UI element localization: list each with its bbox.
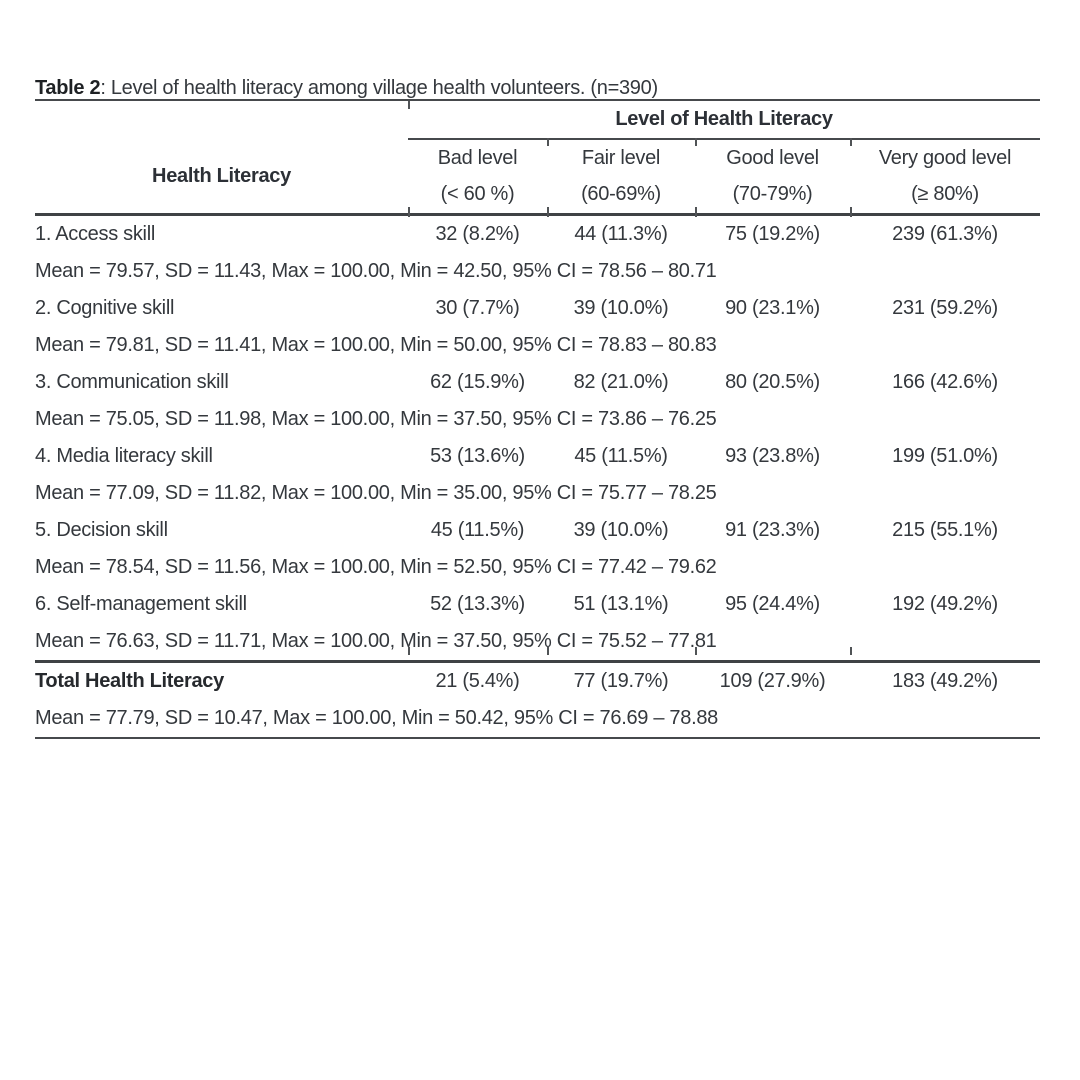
column-name-row: Health Literacy Bad level Fair level Goo… xyxy=(35,139,1040,216)
column-range-fair-level: (60-69%) xyxy=(547,176,695,216)
table-caption-number: Table 2 xyxy=(35,77,101,99)
spanner-row: Level of Health Literacy xyxy=(35,99,1041,140)
table-gridline-tick xyxy=(695,138,697,146)
cell-very-good-level: 231 (59.2%) xyxy=(892,297,998,319)
skill-stats-row: Mean = 77.09, SD = 11.82, Max = 100.00, … xyxy=(35,475,1040,512)
total-row: Total Health Literacy 21 (5.4%) 77 (19.7… xyxy=(35,662,1040,701)
table-gridline-tick xyxy=(547,647,549,655)
skill-row: 1. Access skill 32 (8.2%) 44 (11.3%) 75 … xyxy=(35,215,1040,254)
skill-row: 3. Communication skill 62 (15.9%) 82 (21… xyxy=(35,364,1040,401)
cell-good-level: 93 (23.8%) xyxy=(725,445,820,467)
table-gridline-tick xyxy=(695,647,697,655)
total-stats: Mean = 77.79, SD = 10.47, Max = 100.00, … xyxy=(35,700,1041,739)
skill-stats-row: Mean = 75.05, SD = 11.98, Max = 100.00, … xyxy=(35,401,1040,438)
skill-stats: Mean = 77.09, SD = 11.82, Max = 100.00, … xyxy=(35,482,717,504)
cell-fair-level: 77 (19.7%) xyxy=(573,670,669,692)
skill-row: 6. Self-management skill 52 (13.3%) 51 (… xyxy=(35,586,1040,623)
cell-bad-level: 52 (13.3%) xyxy=(430,593,525,615)
table-gridline-tick xyxy=(408,101,410,109)
cell-good-level: 95 (24.4%) xyxy=(725,593,820,615)
table-gridline-tick xyxy=(547,207,549,217)
skill-label: 5. Decision skill xyxy=(35,519,168,541)
column-range-good-level: (70-79%) xyxy=(695,176,850,216)
total-label: Total Health Literacy xyxy=(35,670,224,692)
cell-bad-level: 45 (11.5%) xyxy=(430,519,525,541)
cell-very-good-level: 183 (49.2%) xyxy=(892,670,998,692)
table-gridline-tick xyxy=(850,207,852,217)
table-gridline-tick xyxy=(408,647,410,655)
table-gridline-tick xyxy=(408,207,410,217)
cell-very-good-level: 192 (49.2%) xyxy=(892,593,998,615)
skill-label: 2. Cognitive skill xyxy=(35,297,175,319)
skill-row: 5. Decision skill 45 (11.5%) 39 (10.0%) … xyxy=(35,512,1040,549)
cell-bad-level: 62 (15.9%) xyxy=(430,371,525,393)
column-range-very-good-level: (≥ 80%) xyxy=(850,176,1041,216)
cell-good-level: 80 (20.5%) xyxy=(725,371,820,393)
skill-row: 2. Cognitive skill 30 (7.7%) 39 (10.0%) … xyxy=(35,290,1040,327)
column-header-bad-level: Bad level xyxy=(437,146,518,169)
cell-bad-level: 21 (5.4%) xyxy=(435,670,520,692)
column-header-good-level: Good level xyxy=(726,146,819,169)
cell-fair-level: 82 (21.0%) xyxy=(573,371,669,393)
cell-good-level: 90 (23.1%) xyxy=(725,297,820,319)
cell-good-level: 109 (27.9%) xyxy=(719,670,826,692)
cell-fair-level: 45 (11.5%) xyxy=(574,445,668,467)
spanner-header: Level of Health Literacy xyxy=(408,99,1041,140)
cell-fair-level: 39 (10.0%) xyxy=(573,297,669,319)
cell-fair-level: 39 (10.0%) xyxy=(573,519,669,541)
skill-label: 4. Media literacy skill xyxy=(35,445,213,467)
table-caption: Table 2: Level of health literacy among … xyxy=(35,74,658,102)
health-literacy-table: Level of Health Literacy Health Literacy… xyxy=(35,99,1041,739)
table-gridline-tick xyxy=(850,647,852,655)
skill-stats-row: Mean = 78.54, SD = 11.56, Max = 100.00, … xyxy=(35,549,1040,586)
column-header-very-good-level: Very good level xyxy=(878,146,1012,169)
cell-fair-level: 51 (13.1%) xyxy=(573,593,669,615)
column-range-row: (< 60 %) (60-69%) (70-79%) (≥ 80%) xyxy=(35,176,1041,216)
skill-stats: Mean = 79.57, SD = 11.43, Max = 100.00, … xyxy=(35,260,717,282)
cell-bad-level: 30 (7.7%) xyxy=(435,297,520,319)
total-stats-row: Mean = 77.79, SD = 10.47, Max = 100.00, … xyxy=(35,700,1041,739)
skill-label: 1. Access skill xyxy=(35,223,155,245)
cell-bad-level: 53 (13.6%) xyxy=(430,445,525,467)
skill-stats: Mean = 76.63, SD = 11.71, Max = 100.00, … xyxy=(35,623,1041,663)
skill-stats: Mean = 78.54, SD = 11.56, Max = 100.00, … xyxy=(35,556,717,578)
skill-label: 3. Communication skill xyxy=(35,371,229,393)
skill-stats-row: Mean = 79.57, SD = 11.43, Max = 100.00, … xyxy=(35,253,1040,290)
table-caption-text: : Level of health literacy among village… xyxy=(100,77,658,99)
table-gridline-tick xyxy=(695,207,697,217)
column-header-fair-level: Fair level xyxy=(581,146,661,169)
skill-label: 6. Self-management skill xyxy=(35,593,247,615)
skill-row: 4. Media literacy skill 53 (13.6%) 45 (1… xyxy=(35,438,1040,475)
skill-stats-row: Mean = 76.63, SD = 11.71, Max = 100.00, … xyxy=(35,623,1041,663)
cell-very-good-level: 239 (61.3%) xyxy=(892,223,998,245)
skill-stats: Mean = 79.81, SD = 11.41, Max = 100.00, … xyxy=(35,334,717,356)
column-range-bad-level: (< 60 %) xyxy=(408,176,547,216)
cell-fair-level: 44 (11.3%) xyxy=(574,223,668,245)
skill-stats-row: Mean = 79.81, SD = 11.41, Max = 100.00, … xyxy=(35,327,1040,364)
cell-bad-level: 32 (8.2%) xyxy=(435,223,520,245)
cell-very-good-level: 199 (51.0%) xyxy=(892,445,998,467)
table-gridline-tick xyxy=(850,138,852,146)
skill-stats: Mean = 75.05, SD = 11.98, Max = 100.00, … xyxy=(35,408,717,430)
blank-corner-cell xyxy=(35,99,408,139)
cell-very-good-level: 166 (42.6%) xyxy=(892,371,998,393)
table-gridline-tick xyxy=(547,138,549,146)
cell-very-good-level: 215 (55.1%) xyxy=(892,519,998,541)
cell-good-level: 91 (23.3%) xyxy=(725,519,820,541)
cell-good-level: 75 (19.2%) xyxy=(725,223,820,245)
column-header-health-literacy: Health Literacy xyxy=(35,139,408,216)
